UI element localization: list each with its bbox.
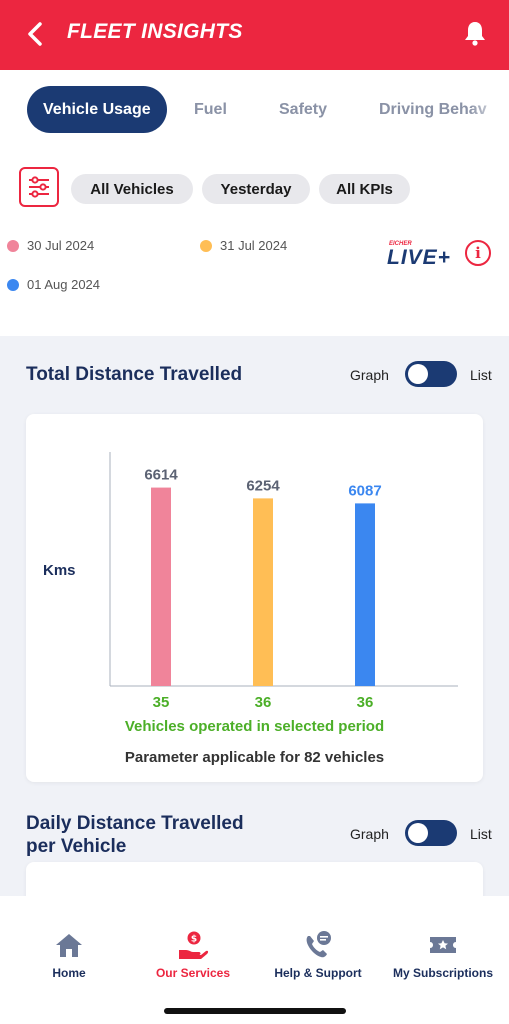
- tab-safety[interactable]: Safety: [279, 100, 328, 118]
- daily-distance-chart-card: [26, 862, 483, 896]
- logo-top-text: EICHER: [389, 241, 412, 247]
- bar-value-label: 6614: [144, 467, 178, 484]
- tabs-fade: [469, 86, 509, 134]
- chart-bar[interactable]: [151, 487, 171, 686]
- eicher-live-logo: EICHER LIVE+: [387, 241, 451, 268]
- chip-all-vehicles[interactable]: All Vehicles: [71, 174, 193, 204]
- sliders-icon: [29, 176, 49, 198]
- vehicles-count-label: 35: [153, 694, 170, 711]
- legend-item: 01 Aug 2024: [7, 277, 100, 292]
- info-icon: i: [475, 244, 481, 262]
- home-indicator: [164, 1008, 346, 1014]
- legend-label: 31 Jul 2024: [220, 238, 288, 253]
- toggle-list-label: List: [470, 826, 492, 842]
- support-icon: [302, 930, 334, 960]
- nav-help-support[interactable]: Help & Support: [258, 930, 378, 980]
- nav-label: Our Services: [155, 966, 231, 980]
- legend-dot: [7, 278, 19, 291]
- bottom-navigation: Home $ Our Services Help & Support: [0, 896, 509, 1024]
- section-title-daily-distance: Daily Distance Travelled per Vehicle: [26, 812, 244, 858]
- vehicles-count-label: 36: [357, 694, 374, 711]
- section-title-line: per Vehicle: [26, 836, 127, 857]
- section-title-text: Total Distance Travelled: [26, 364, 243, 385]
- legend-label: 30 Jul 2024: [27, 238, 95, 253]
- svg-text:$: $: [191, 935, 197, 945]
- nav-home[interactable]: Home: [9, 930, 129, 980]
- tab-driving-behaviour[interactable]: Driving Behav: [379, 100, 487, 118]
- parameter-applicable-note: Parameter applicable for 82 vehicles: [124, 749, 385, 766]
- distance-chart-card: Kms 6614 35 6254 36 6087 36 Vehicles operated…: [26, 414, 483, 782]
- tab-fuel[interactable]: Fuel: [194, 100, 227, 118]
- notifications-button[interactable]: [461, 18, 489, 48]
- toggle-graph-label: Graph: [350, 826, 389, 842]
- section-title-total-distance: Total Distance Travelled: [26, 363, 242, 386]
- nav-label: Help & Support: [274, 966, 362, 980]
- legend-item: 30 Jul 2024: [7, 238, 94, 253]
- app-header: FLEET INSIGHTS: [0, 0, 509, 70]
- nav-my-subscriptions[interactable]: My Subscriptions: [383, 930, 503, 980]
- toggle-knob: [408, 364, 428, 384]
- vehicles-count-label: 36: [255, 694, 272, 711]
- graph-list-toggle[interactable]: [405, 361, 457, 387]
- legend-dot: [7, 239, 19, 252]
- subscriptions-icon: [427, 930, 459, 960]
- nav-our-services[interactable]: $ Our Services: [133, 930, 253, 980]
- services-icon: $: [177, 930, 209, 960]
- filter-button[interactable]: [19, 167, 59, 207]
- logo-main-text: LIVE+: [387, 246, 451, 268]
- bars: 6614 35 6254 36 6087 36: [144, 467, 381, 711]
- nav-label: Home: [52, 966, 86, 980]
- back-button[interactable]: [20, 19, 50, 49]
- chart-bar[interactable]: [355, 503, 375, 686]
- category-tabs: Vehicle Usage Fuel Safety Driving Behav: [0, 86, 509, 134]
- bar-value-label: 6254: [246, 477, 280, 494]
- legend-label: 01 Aug 2024: [27, 277, 101, 292]
- bell-icon: [465, 22, 485, 46]
- info-button[interactable]: i: [465, 240, 491, 266]
- chevron-left-icon: [28, 22, 42, 46]
- chart-bar[interactable]: [253, 498, 273, 686]
- toggle-graph-label: Graph: [350, 367, 389, 383]
- y-axis-label: Kms: [43, 562, 76, 579]
- page-title: FLEET INSIGHTS: [67, 20, 243, 43]
- legend-dot: [200, 239, 212, 252]
- legend-item: 31 Jul 2024: [200, 238, 287, 253]
- toggle-list-label: List: [470, 367, 492, 383]
- tab-vehicle-usage[interactable]: Vehicle Usage: [27, 86, 167, 133]
- vehicles-operated-note: Vehicles operated in selected period: [124, 718, 385, 735]
- section-title-line: Daily Distance Travelled: [26, 813, 244, 834]
- bar-value-label: 6087: [348, 482, 381, 499]
- toggle-knob: [408, 823, 428, 843]
- nav-label: My Subscriptions: [392, 966, 493, 980]
- chip-yesterday[interactable]: Yesterday: [202, 174, 310, 204]
- graph-list-toggle[interactable]: [405, 820, 457, 846]
- content-area: Total Distance Travelled Graph List Kms …: [0, 336, 509, 896]
- distance-bar-chart: Kms 6614 35 6254 36 6087 36: [43, 452, 458, 711]
- home-icon: [53, 930, 85, 960]
- chip-all-kpis[interactable]: All KPIs: [319, 174, 410, 204]
